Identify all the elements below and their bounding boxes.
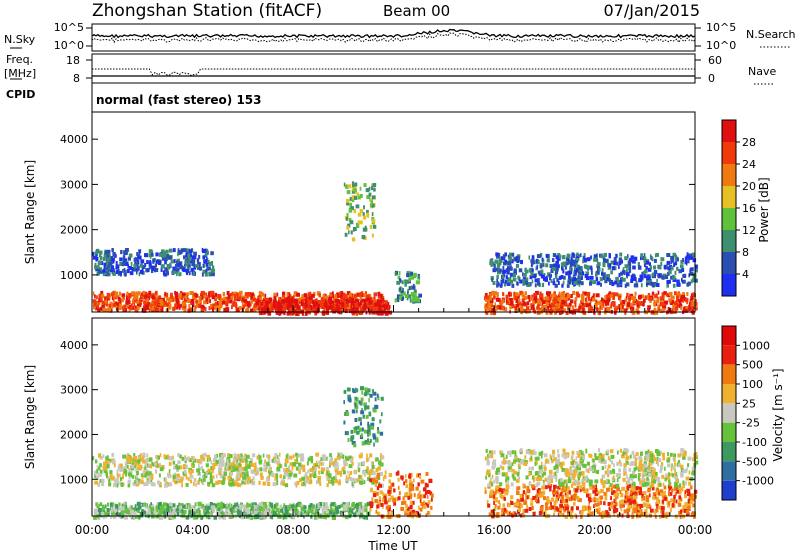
y-tick-label: 1000 — [60, 473, 88, 486]
colorbar-swatch — [722, 345, 736, 364]
noise-left-tick-top: 10^5 — [54, 21, 84, 34]
colorbar-tick-label: -25 — [742, 417, 760, 430]
colorbar-swatch — [722, 164, 736, 186]
y-tick-label: 3000 — [60, 384, 88, 397]
noise-panel: 10^5 10^0 10^5 10^0 N.Sky N.Search — [4, 21, 796, 52]
colorbar-tick-label: 24 — [742, 158, 756, 171]
colorbar-tick-label: 500 — [742, 359, 763, 372]
colorbar-swatch — [722, 481, 736, 500]
power-panel: 1000 2000 3000 4000 Slant Range [km] 4 8 12 16… — [23, 112, 771, 316]
y-tick-label: 1000 — [60, 269, 88, 282]
colorbar-tick-label: -1000 — [742, 475, 774, 488]
noise-sky-line — [92, 30, 695, 38]
freq-label-line2: [MHz] — [4, 67, 36, 80]
colorbar-tick-label: 16 — [742, 202, 756, 215]
x-axis-label: Time UT — [367, 539, 418, 553]
colorbar-swatch — [722, 230, 736, 252]
cpid-text: normal (fast stereo) 153 — [96, 93, 262, 107]
colorbar-swatch — [722, 461, 736, 480]
colorbar-swatch — [722, 186, 736, 208]
colorbar-swatch — [722, 274, 736, 296]
velocity-y-axis-label: Slant Range [km] — [23, 365, 37, 469]
freq-right-tick-top: 60 — [708, 54, 722, 67]
y-tick-label: 4000 — [60, 339, 88, 352]
colorbar-swatch — [722, 442, 736, 461]
freq-left-tick-top: 18 — [66, 54, 80, 67]
freq-left-tick-bottom: 8 — [73, 72, 80, 85]
colorbar-swatch — [722, 384, 736, 403]
x-tick-label: 04:00 — [175, 523, 210, 537]
y-tick-label: 2000 — [60, 224, 88, 237]
station-title: Zhongshan Station (fitACF) — [92, 1, 322, 21]
x-tick-label: 00:00 — [75, 523, 110, 537]
freq-label-line1: Freq. — [6, 53, 33, 66]
freq-panel: 18 8 60 0 Freq. [MHz] Nave — [4, 53, 776, 85]
y-tick-label: 2000 — [60, 428, 88, 441]
power-y-axis-label: Slant Range [km] — [23, 160, 37, 264]
power-colorbar-label: Power [dB] — [757, 177, 771, 242]
x-tick-label: 16:00 — [477, 523, 512, 537]
x-axis-tick-labels: 00:00 04:00 08:00 12:00 16:00 20:00 00:00 — [75, 523, 713, 537]
freq-right-tick-bottom: 0 — [708, 72, 715, 85]
colorbar-swatch — [722, 403, 736, 422]
y-tick-label: 3000 — [60, 178, 88, 191]
velocity-panel: 1000 2000 3000 4000 Slant Range [km] 1000 50… — [23, 318, 785, 520]
x-tick-label: 20:00 — [577, 523, 612, 537]
nave-label: Nave — [748, 65, 776, 78]
colorbar-swatch — [722, 120, 736, 142]
velocity-colorbar-label: Velocity [m s⁻¹] — [771, 368, 785, 461]
power-colorbar: 4 8 12 16 20 24 28 — [722, 120, 756, 296]
colorbar-tick-label: 12 — [742, 224, 756, 237]
y-tick-label: 4000 — [60, 133, 88, 146]
cpid-label: CPID — [6, 88, 35, 101]
beam-label: Beam 00 — [383, 2, 450, 20]
echo-region-2 — [255, 298, 392, 317]
noise-right-tick-top: 10^5 — [706, 21, 736, 34]
colorbar-tick-label: -100 — [742, 436, 767, 449]
date-label: 07/Jan/2015 — [603, 1, 700, 20]
velocity-colorbar: 1000 500 100 25 -25 -100 -500 -1000 — [722, 326, 774, 500]
colorbar-tick-label: 1000 — [742, 339, 770, 352]
colorbar-tick-label: 25 — [742, 397, 756, 410]
colorbar-swatch — [722, 252, 736, 274]
colorbar-swatch — [722, 208, 736, 230]
colorbar-tick-label: 28 — [742, 136, 756, 149]
colorbar-swatch — [722, 365, 736, 384]
colorbar-swatch — [722, 142, 736, 164]
x-tick-label: 12:00 — [376, 523, 411, 537]
colorbar-tick-label: -500 — [742, 455, 767, 468]
noise-sky-label: N.Sky — [4, 33, 36, 46]
colorbar-tick-label: 8 — [742, 246, 749, 259]
nave-line — [92, 69, 695, 76]
noise-search-label: N.Search — [746, 28, 796, 41]
noise-right-tick-bottom: 10^0 — [706, 39, 736, 52]
colorbar-swatch — [722, 326, 736, 345]
x-tick-label: 08:00 — [276, 523, 311, 537]
colorbar-tick-label: 4 — [742, 268, 749, 281]
colorbar-tick-label: 100 — [742, 378, 763, 391]
x-tick-label: 00:00 — [678, 523, 713, 537]
colorbar-tick-label: 20 — [742, 180, 756, 193]
noise-left-tick-bottom: 10^0 — [54, 39, 84, 52]
colorbar-swatch — [722, 423, 736, 442]
